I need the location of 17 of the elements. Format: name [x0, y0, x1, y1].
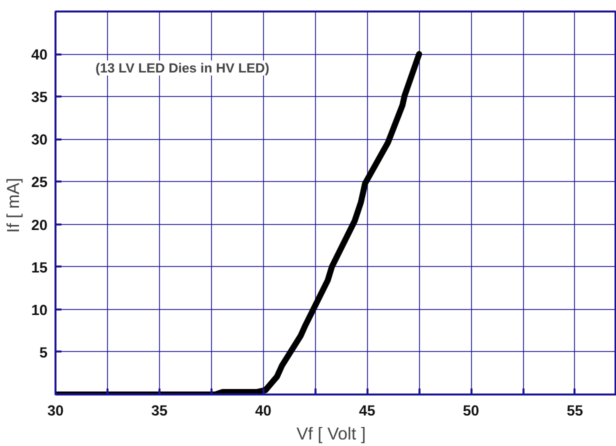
x-tick-label: 45 — [359, 404, 376, 420]
x-axis-title: Vf [ Volt ] — [296, 424, 366, 444]
x-tick-label: 30 — [47, 404, 64, 420]
x-tick-label: 40 — [255, 404, 272, 420]
annotation: (13 LV LED Dies in HV LED) — [96, 60, 270, 76]
y-tick-label: 25 — [31, 175, 48, 192]
x-tick-label: 55 — [566, 404, 584, 420]
y-tick-label: 15 — [31, 260, 48, 276]
y-tick-label: 5 — [39, 345, 48, 362]
x-tick-label: 50 — [462, 404, 480, 420]
y-tick-label: 20 — [31, 218, 48, 234]
y-tick-label: 40 — [31, 48, 48, 64]
y-axis-title: If [ mA] — [3, 178, 24, 233]
x-tick-label: 35 — [151, 404, 168, 420]
y-tick-label: 30 — [31, 132, 48, 149]
y-tick-label: 35 — [31, 90, 48, 106]
y-tick-label: 10 — [31, 302, 48, 319]
